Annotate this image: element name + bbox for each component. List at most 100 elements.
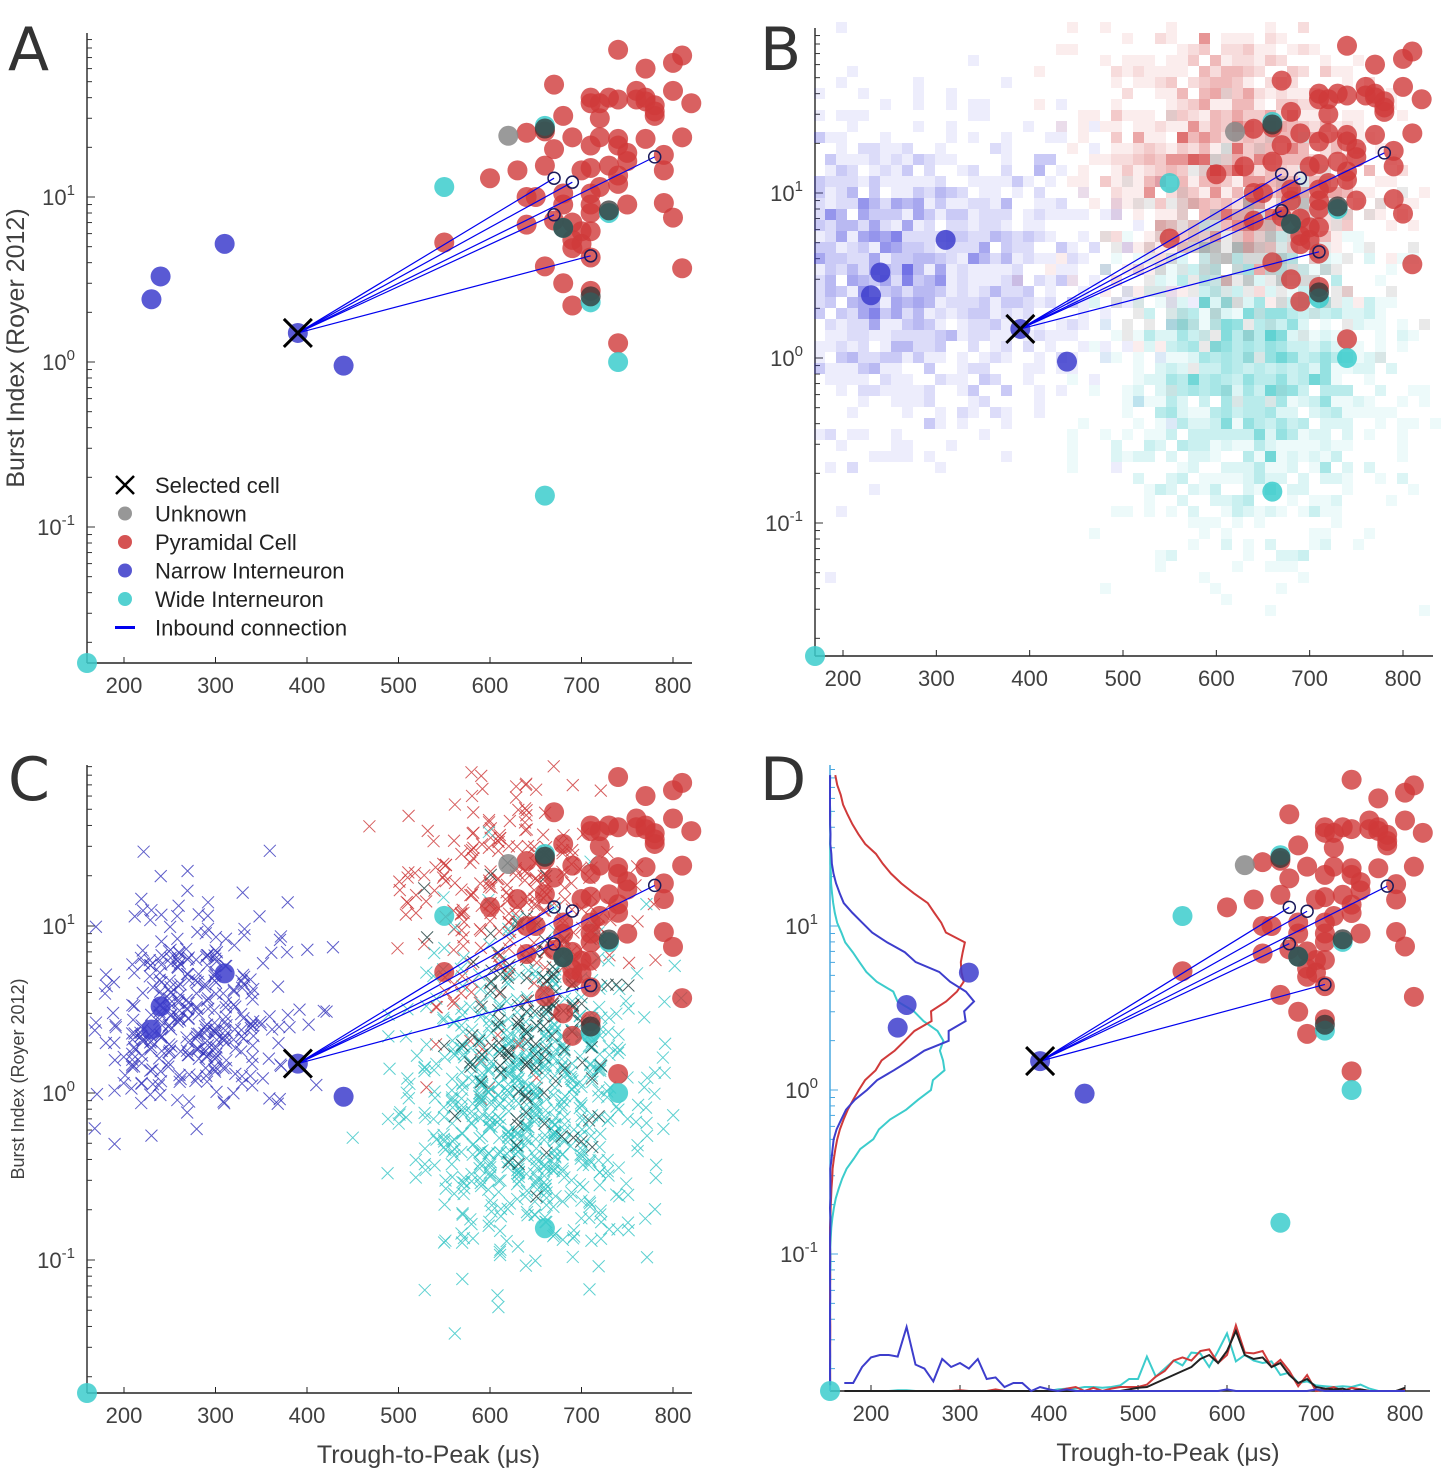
x-axis-title: Trough-to-Peak (μs) [317,1441,540,1469]
reference-x-marker [455,883,468,896]
reference-x-marker [400,895,414,909]
density-cell [1243,77,1254,88]
reference-x-marker [622,956,636,970]
density-cell [1221,99,1232,110]
density-cell [1232,253,1243,264]
reference-x-marker [125,1027,139,1040]
reference-x-marker [575,1080,588,1094]
reference-x-marker [109,1018,122,1032]
density-cell [1254,341,1265,352]
reference-x-marker [228,1000,242,1014]
reference-x-marker [200,958,214,972]
reference-x-marker [537,1160,551,1173]
density-cell [1265,506,1276,517]
reference-x-marker [500,1234,513,1248]
density-cell [1331,363,1342,374]
pyramidal-point [1271,70,1292,91]
density-cell [836,330,847,341]
pyramidal-point [553,1003,574,1024]
density-cell [1331,253,1342,264]
density-cell [1100,429,1111,440]
reference-x-marker [146,981,160,994]
reference-x-marker [494,1202,508,1216]
reference-x-marker [474,1075,488,1089]
reference-x-marker [247,1029,260,1043]
legend-label: Narrow Interneuron [155,559,345,584]
density-cell [1254,363,1265,374]
density-cell [1254,319,1265,330]
density-cell [1375,198,1386,209]
density-cell [1298,341,1309,352]
reference-x-marker [519,823,532,837]
density-cell [1221,154,1232,165]
density-cell [1287,495,1298,506]
reference-x-marker [640,1071,654,1085]
density-cell [1364,429,1375,440]
reference-x-marker [601,1153,615,1167]
density-cell [847,297,858,308]
reference-x-marker [536,1009,550,1023]
reference-x-marker [143,913,157,927]
density-cell [858,209,869,220]
inbound-connection-line [297,255,591,334]
pyramidal-point [635,786,656,807]
density-cell [1188,242,1199,253]
density-cell [1155,418,1166,429]
density-cell [1320,451,1331,462]
density-cell [1177,253,1188,264]
density-cell [1232,33,1243,44]
density-cell [1155,396,1166,407]
density-cell [1397,341,1408,352]
density-cell [880,363,891,374]
density-cell [1177,407,1188,418]
pyramidal-point [608,39,629,60]
reference-x-marker [500,1044,513,1058]
panel-letter: B [760,15,801,85]
density-cell [1199,231,1210,242]
reference-x-marker [445,1157,459,1171]
density-cell [1199,110,1210,121]
reference-x-marker [557,1094,571,1108]
density-cell [1375,418,1386,429]
reference-x-marker [190,925,204,939]
reference-x-marker [473,1131,486,1145]
reference-x-marker [547,1131,560,1144]
density-cell [1320,308,1331,319]
pyramidal-point [672,127,693,148]
density-cell [1133,220,1144,231]
reference-x-marker [658,1066,671,1080]
density-cell [880,242,891,253]
density-cell [1210,154,1221,165]
density-cell [836,253,847,264]
density-cell [957,209,968,220]
density-cell [1177,209,1188,220]
reference-x-marker [475,1078,489,1091]
density-cell [1210,308,1221,319]
density-cell [1210,231,1221,242]
density-cell [902,275,913,286]
density-cell [1419,605,1430,616]
density-cell [1177,220,1188,231]
density-cell [957,198,968,209]
reference-x-marker [602,1025,615,1039]
reference-x-marker [649,953,662,967]
density-cell [1243,418,1254,429]
y-tick-label: 101 [770,178,803,206]
density-cell [1364,242,1375,253]
density-cell [1375,330,1386,341]
reference-x-marker [484,984,498,998]
reference-x-marker [611,1046,625,1060]
legend-dot-icon [118,535,132,549]
pyramidal-point [1288,1001,1309,1022]
density-cell [1221,539,1232,550]
density-cell [836,143,847,154]
density-cell [1188,231,1199,242]
density-cell [1100,352,1111,363]
pyramidal-point [1262,151,1283,172]
density-cell [1155,341,1166,352]
density-cell [1133,396,1144,407]
density-cell [1111,330,1122,341]
reference-x-marker [117,1050,131,1064]
density-cell [1199,319,1210,330]
density-cell [1265,132,1276,143]
